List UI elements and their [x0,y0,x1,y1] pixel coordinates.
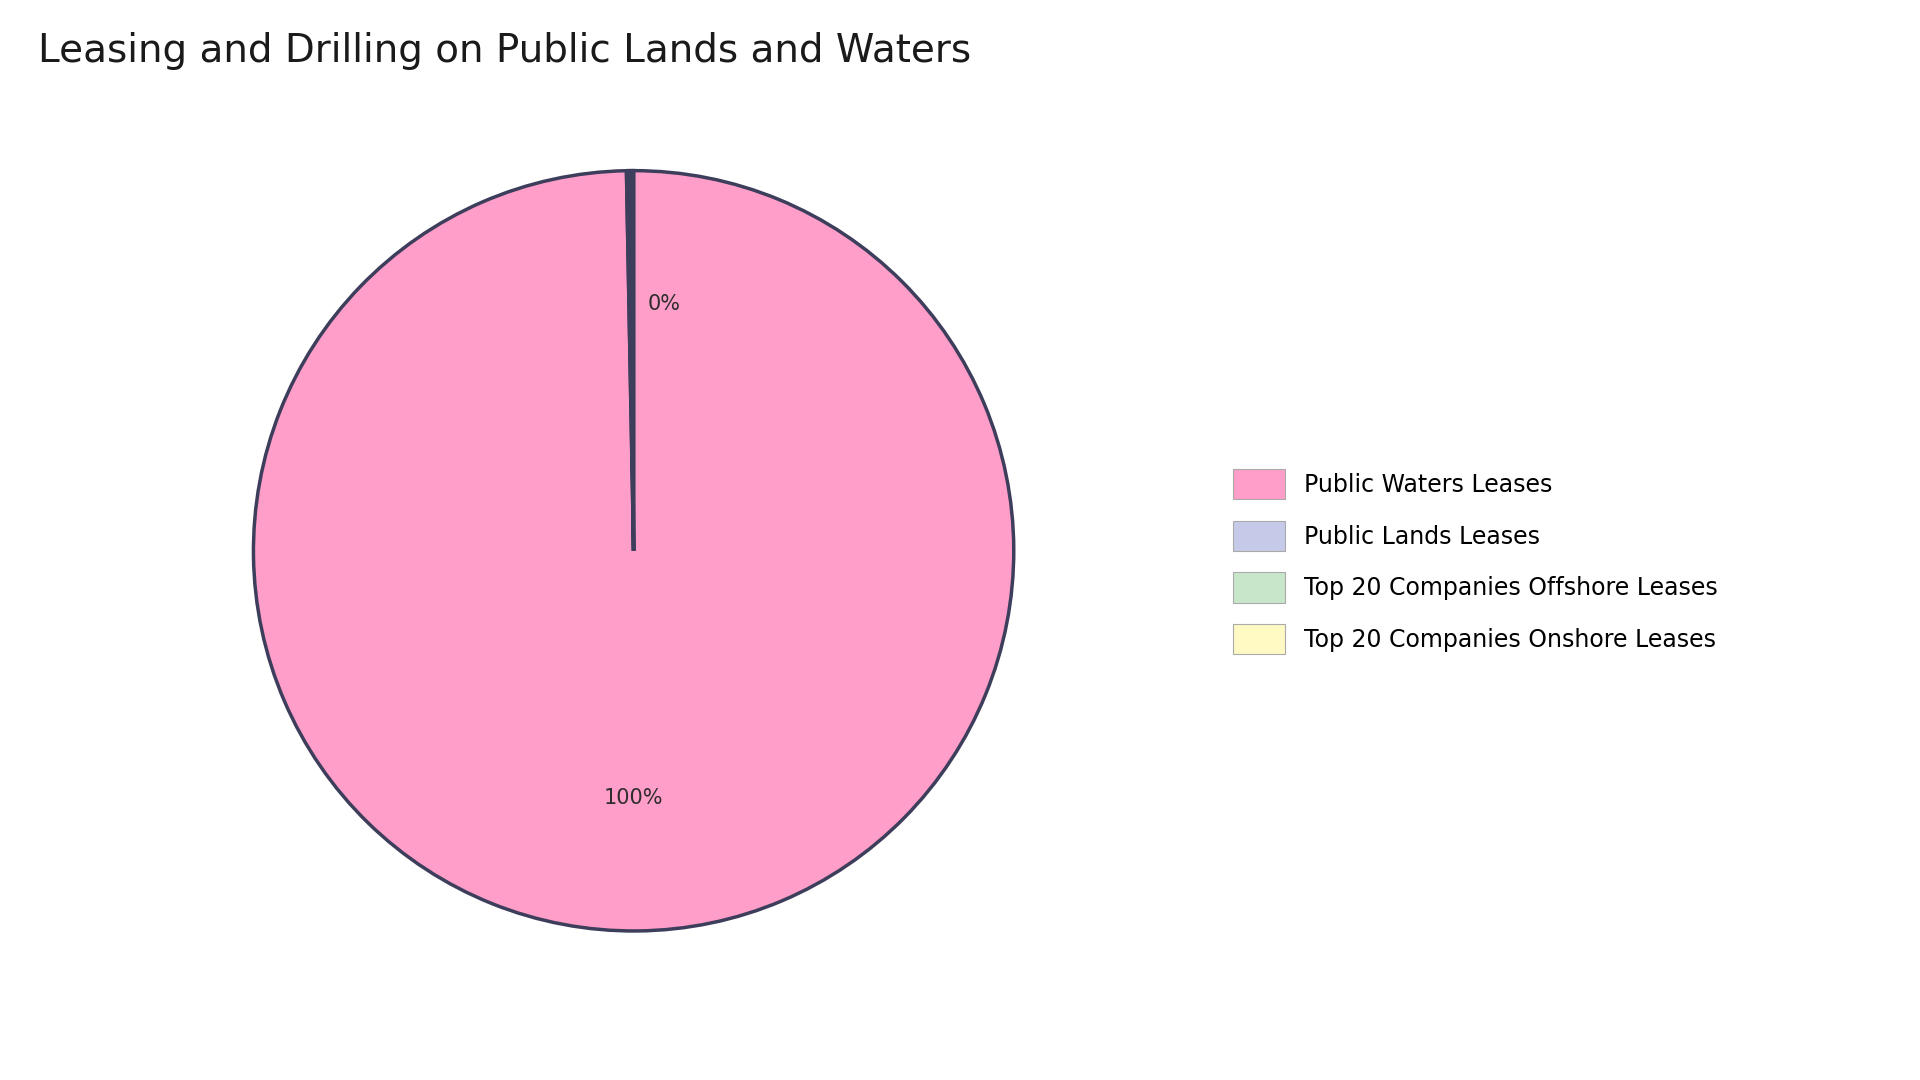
Wedge shape [626,171,634,551]
Wedge shape [632,171,634,551]
Wedge shape [630,171,634,551]
Text: 100%: 100% [605,788,662,808]
Wedge shape [253,171,1014,931]
Legend: Public Waters Leases, Public Lands Leases, Top 20 Companies Offshore Leases, Top: Public Waters Leases, Public Lands Lease… [1221,457,1730,666]
Text: Leasing and Drilling on Public Lands and Waters: Leasing and Drilling on Public Lands and… [38,32,972,70]
Text: 0%: 0% [647,294,680,313]
